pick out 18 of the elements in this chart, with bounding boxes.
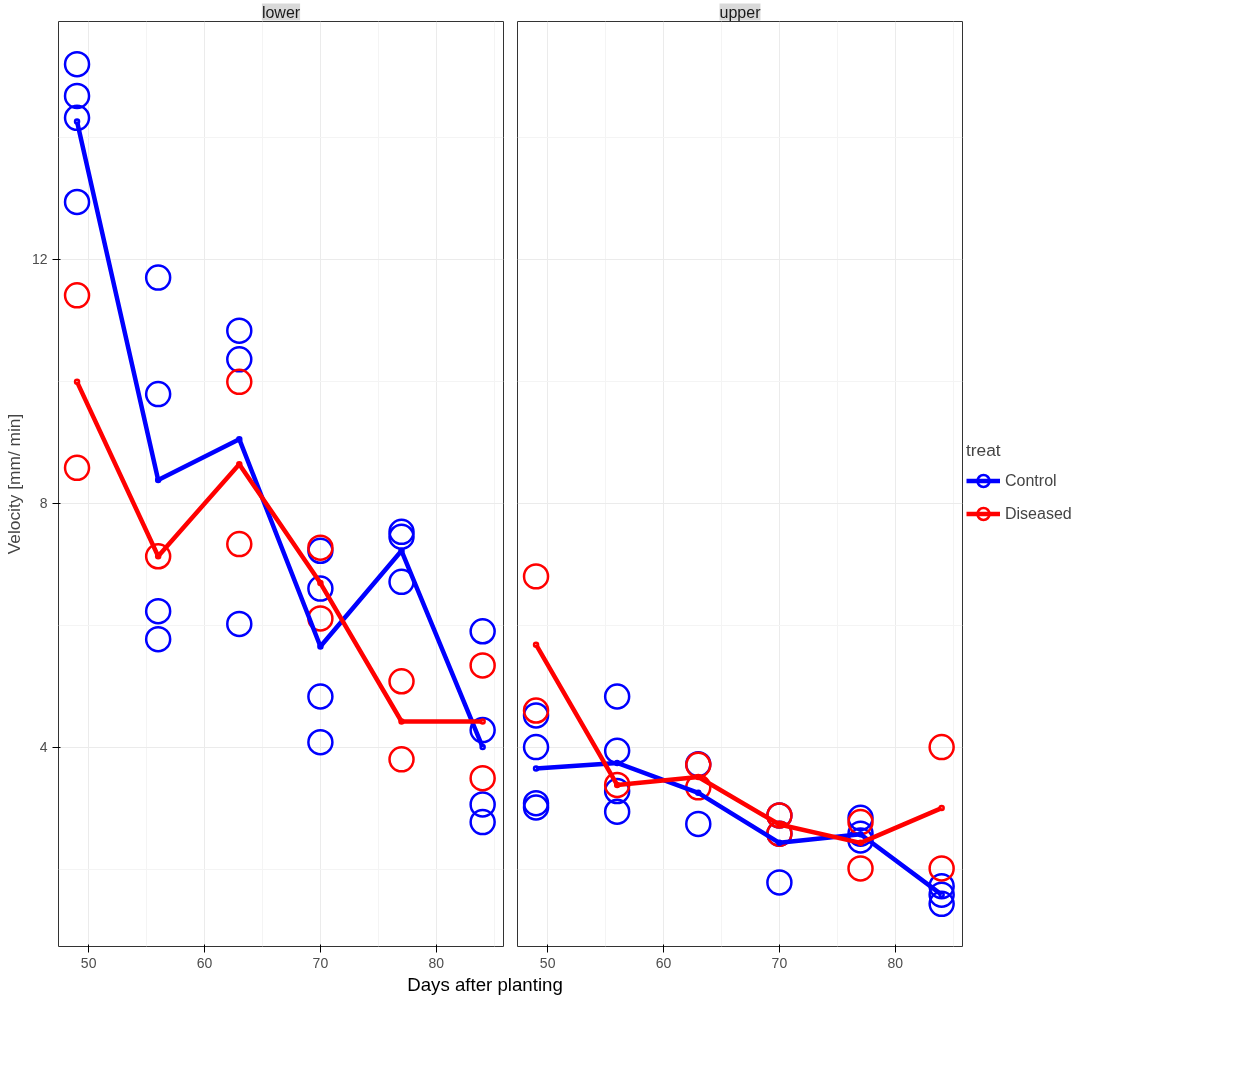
- legend-label: Control: [1005, 471, 1057, 489]
- x-tick-label: 60: [655, 954, 672, 971]
- x-tick-label: 70: [771, 954, 788, 971]
- y-tick-label: 8: [39, 495, 48, 512]
- y-tick-label: 4: [39, 739, 48, 756]
- chart-title: lower: [261, 3, 301, 21]
- legend-title: treat: [966, 439, 1002, 460]
- chart-title: upper: [719, 3, 762, 21]
- legend-label: Diseased: [1005, 504, 1072, 522]
- x-tick-label: 60: [196, 954, 213, 971]
- x-tick-label: 80: [887, 954, 904, 971]
- x-tick-label: 70: [312, 954, 329, 971]
- x-tick-label: 50: [539, 954, 556, 971]
- x-tick-label: 50: [80, 954, 97, 971]
- x-tick-label: 80: [428, 954, 445, 971]
- x-axis-title: Days after planting: [407, 973, 563, 997]
- y-tick-label: 12: [31, 251, 48, 268]
- y-axis-title: Velocity [mm/ min]: [3, 413, 24, 555]
